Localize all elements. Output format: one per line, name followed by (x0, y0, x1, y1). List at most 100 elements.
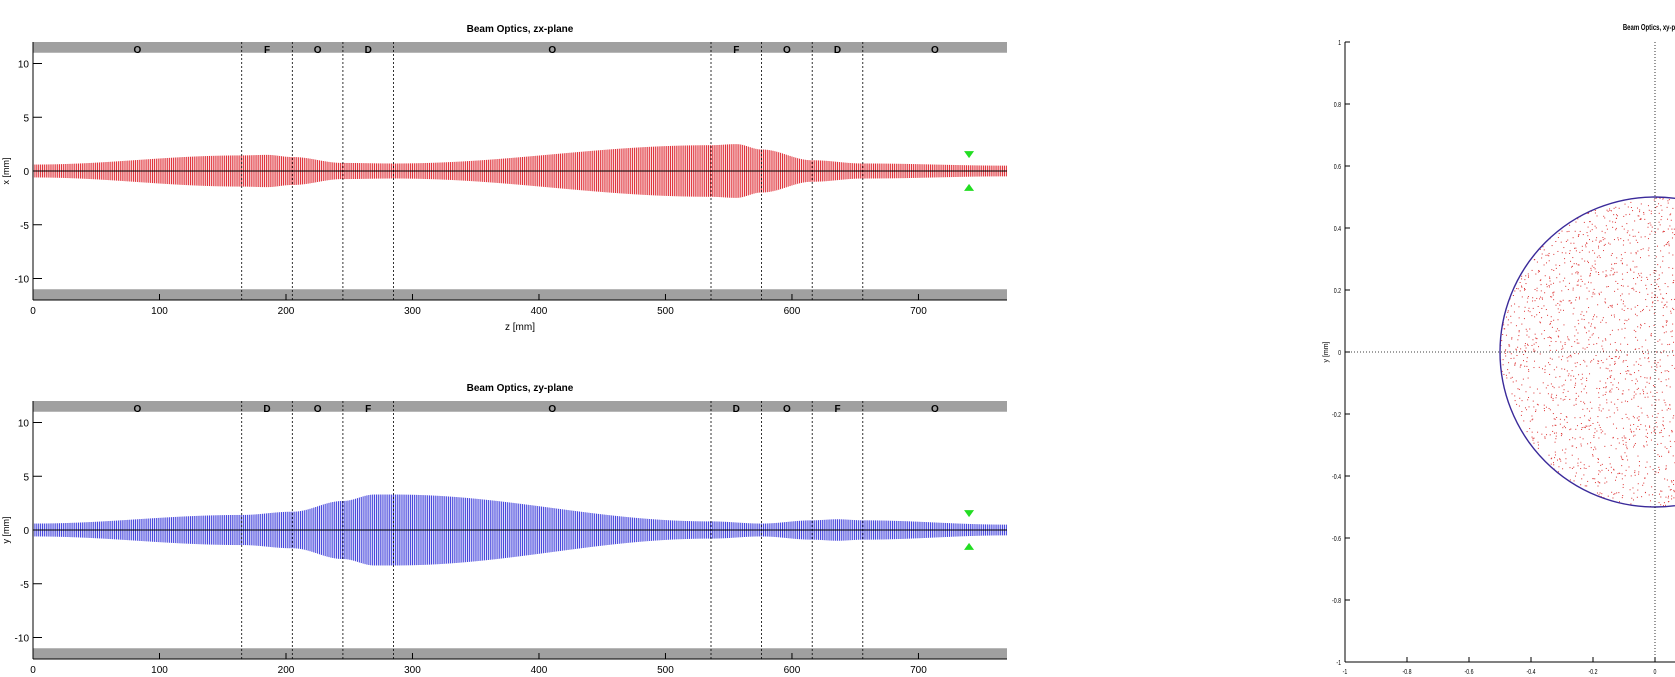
particle (1614, 356, 1616, 358)
particle (1542, 246, 1544, 248)
particle (1574, 230, 1576, 232)
particle (1613, 214, 1615, 216)
particle (1633, 444, 1635, 446)
particle (1668, 267, 1670, 269)
particle (1658, 378, 1660, 380)
particle (1588, 425, 1590, 427)
particle (1588, 330, 1590, 332)
particle (1543, 249, 1545, 251)
particle (1587, 480, 1589, 482)
particle (1624, 475, 1626, 477)
particle (1511, 376, 1513, 378)
particle (1558, 466, 1560, 468)
particle (1623, 300, 1625, 302)
particle (1534, 350, 1536, 352)
particle (1671, 299, 1673, 301)
particle (1549, 349, 1551, 351)
particle (1581, 478, 1583, 480)
particle (1532, 400, 1534, 402)
particle (1648, 494, 1650, 496)
particle (1605, 467, 1607, 469)
particle (1604, 394, 1606, 396)
particle (1650, 333, 1652, 335)
particle (1586, 365, 1588, 367)
particle (1639, 211, 1641, 213)
particle (1639, 428, 1641, 430)
element-label: F (834, 404, 840, 415)
x-tick-label: 100 (151, 306, 168, 317)
particle (1628, 293, 1630, 295)
particle (1518, 330, 1520, 332)
particle (1620, 455, 1622, 457)
x-tick-label: 700 (910, 306, 927, 317)
particle (1598, 245, 1600, 247)
particle (1589, 221, 1591, 223)
particle (1584, 361, 1586, 363)
particle (1582, 408, 1584, 410)
particle (1503, 373, 1505, 375)
particle (1610, 210, 1612, 212)
particle (1552, 294, 1554, 296)
particle (1601, 230, 1603, 232)
particle (1635, 239, 1637, 241)
particle (1575, 221, 1577, 223)
particle (1626, 271, 1628, 273)
particle (1558, 336, 1560, 338)
particle (1580, 278, 1582, 280)
particle (1524, 407, 1526, 409)
particle (1502, 364, 1504, 366)
particle (1579, 436, 1581, 438)
particle (1544, 437, 1546, 439)
particle (1648, 326, 1650, 328)
particle (1577, 218, 1579, 220)
particle (1672, 350, 1674, 352)
particle (1571, 454, 1573, 456)
particle (1629, 268, 1631, 270)
particle (1505, 374, 1507, 376)
particle (1553, 418, 1555, 420)
particle (1630, 503, 1632, 505)
particle (1529, 328, 1531, 330)
particle (1552, 399, 1554, 401)
particle (1646, 288, 1648, 290)
particle (1629, 438, 1631, 440)
particle (1563, 247, 1565, 249)
particle (1664, 283, 1666, 285)
particle (1593, 436, 1595, 438)
particle (1559, 281, 1561, 283)
particle (1569, 479, 1571, 481)
particle (1578, 279, 1580, 281)
particle (1672, 281, 1674, 283)
particle (1519, 290, 1521, 292)
particle (1504, 350, 1506, 352)
particle (1638, 363, 1640, 365)
particle (1547, 393, 1549, 395)
particle (1653, 427, 1655, 429)
particle (1644, 377, 1646, 379)
particle (1569, 252, 1571, 254)
chart-title: Beam Optics, xy-plane (1623, 24, 1675, 32)
particle (1550, 337, 1552, 339)
particle (1648, 382, 1650, 384)
particle (1611, 253, 1613, 255)
particle (1523, 318, 1525, 320)
particle (1528, 275, 1530, 277)
particle (1625, 413, 1627, 415)
particle (1606, 228, 1608, 230)
particle (1632, 287, 1634, 289)
particle (1544, 365, 1546, 367)
particle (1525, 328, 1527, 330)
particle (1613, 378, 1615, 380)
particle (1673, 415, 1675, 417)
particle (1529, 311, 1531, 313)
particle (1604, 243, 1606, 245)
particle (1667, 242, 1669, 244)
particle (1583, 388, 1585, 390)
particle (1647, 223, 1649, 225)
particle (1518, 405, 1520, 407)
particle (1658, 502, 1660, 504)
particle (1567, 239, 1569, 241)
particle (1524, 279, 1526, 281)
particle (1588, 307, 1590, 309)
